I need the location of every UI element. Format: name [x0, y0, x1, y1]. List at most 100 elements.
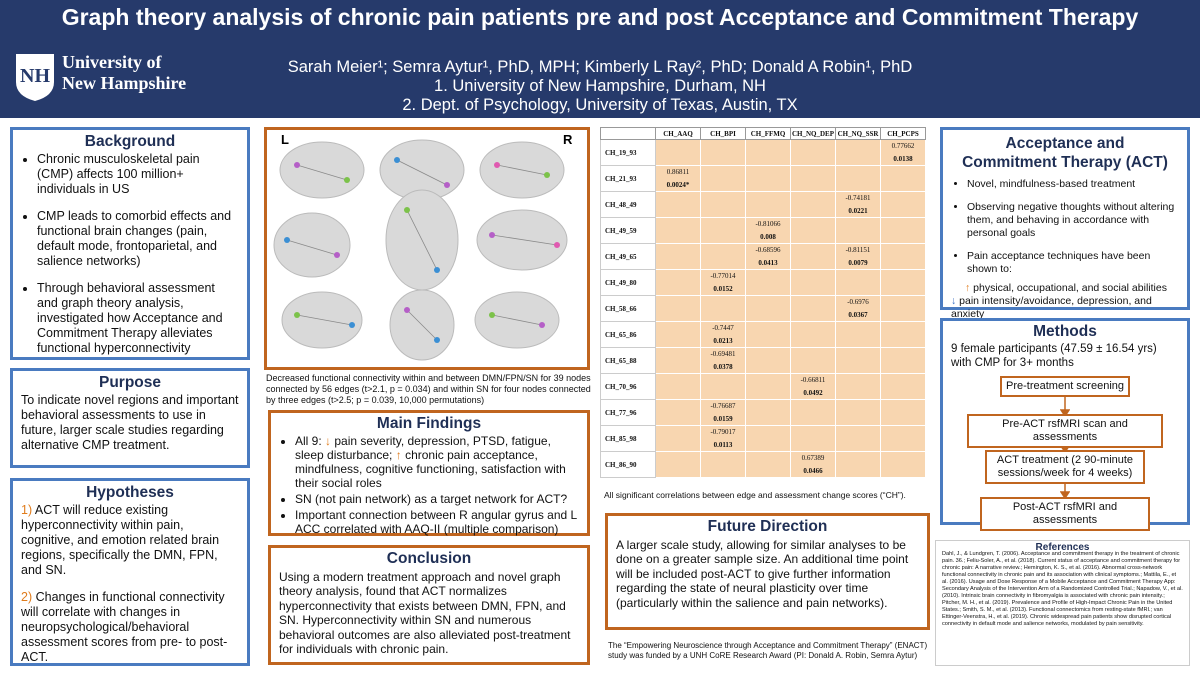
effect: ↑ physical, occupational, and social abi… [951, 282, 1179, 295]
title: Graph theory analysis of chronic pain pa… [61, 4, 1139, 30]
table-row: CH_49_59 -0.81066 0.008 [600, 217, 926, 244]
table-cell [655, 451, 701, 478]
table-cell [655, 269, 701, 296]
table-cell [655, 243, 701, 270]
column-header: CH_PCPS [880, 127, 926, 140]
r-value: -0.77014 [710, 272, 736, 280]
table-cell [880, 165, 926, 192]
table-cell [835, 165, 881, 192]
row-label: CH_77_96 [600, 399, 656, 426]
table-cell [790, 243, 836, 270]
table-cell [655, 217, 701, 244]
future-box: Future Direction A larger scale study, a… [605, 513, 930, 630]
table-cell: -0.7447 0.0213 [700, 321, 746, 348]
table-cell [745, 139, 791, 166]
table-cell [745, 295, 791, 322]
table-cell [655, 139, 701, 166]
table-cell: 0.67389 0.0466 [790, 451, 836, 478]
p-value: 0.0466 [803, 467, 823, 475]
header-row: CH_AAQ CH_BPI CH_FFMQ CH_NQ_DEP CH_NQ_SSR CH_… [600, 127, 926, 140]
r-value: 0.77662 [891, 142, 915, 150]
table-cell [880, 217, 926, 244]
row-label: CH_65_86 [600, 321, 656, 348]
p-value: 0.0152 [713, 285, 733, 293]
p-value: 0.0221 [848, 207, 868, 215]
background-box: Background Chronic musculoskeletal pain … [10, 127, 250, 360]
table-cell [880, 243, 926, 270]
bullet: Chronic musculoskeletal pain (CMP) affec… [37, 152, 239, 197]
hypotheses-box: Hypotheses 1) ACT will reduce existing h… [10, 478, 250, 666]
heading: Future Direction [707, 518, 828, 535]
references-box: References Dahl, J., & Lundgren, T. (200… [935, 540, 1190, 666]
r-value: 0.67389 [801, 454, 825, 462]
table-cell [655, 321, 701, 348]
r-value: -0.66811 [800, 376, 826, 384]
column-header: CH_AAQ [655, 127, 701, 140]
table-row: CH_77_96 -0.76687 0.0159 [600, 399, 926, 426]
table-cell [655, 295, 701, 322]
arrow: ↓ [325, 434, 332, 448]
r-value: -0.81066 [755, 220, 781, 228]
correlation-table: CH_AAQ CH_BPI CH_FFMQ CH_NQ_DEP CH_NQ_SSR CH_… [600, 127, 926, 478]
paragraph: To indicate novel regions and important … [21, 393, 239, 452]
heading: Hypotheses [86, 484, 174, 501]
logo-shield: NH [16, 54, 54, 101]
table-row: CH_85_98 -0.79017 0.0113 [600, 425, 926, 452]
authors: Sarah Meier¹; Semra Aytur¹, PhD, MPH; Ki… [200, 58, 1000, 115]
heading: Methods [1033, 323, 1097, 340]
purpose-box: Purpose To indicate novel regions and im… [10, 368, 250, 468]
affiliation: 2. Dept. of Psychology, University of Te… [402, 96, 798, 114]
table-cell [745, 347, 791, 374]
table-cell [790, 191, 836, 218]
header [0, 0, 1200, 118]
r-value: -0.69481 [710, 350, 736, 358]
table-cell: -0.74181 0.0221 [835, 191, 881, 218]
table-row: CH_49_80 -0.77014 0.0152 [600, 269, 926, 296]
table-cell [700, 217, 746, 244]
table-row: CH_65_88 -0.69481 0.0378 [600, 347, 926, 374]
table-row: CH_65_86 -0.7447 0.0213 [600, 321, 926, 348]
table-cell [835, 373, 881, 400]
table-row: CH_48_49 -0.74181 0.0221 [600, 191, 926, 218]
paragraph: Using a modern treatment approach and no… [279, 569, 571, 657]
table-cell [880, 451, 926, 478]
row-label: CH_86_90 [600, 451, 656, 478]
p-value: 0.008 [760, 233, 776, 241]
brain-figure: L R [273, 132, 573, 361]
table-row: CH_19_93 0.77662 0.0138 [600, 139, 926, 166]
table-cell [655, 373, 701, 400]
flow-step: Pre-treatment screening [1000, 376, 1130, 397]
table-cell [835, 451, 881, 478]
table-cell [790, 425, 836, 452]
table-cell [880, 425, 926, 452]
p-value: 0.0138 [893, 155, 913, 163]
row-label: CH_85_98 [600, 425, 656, 452]
r-value: 0.86811 [666, 168, 690, 176]
table-cell [655, 399, 701, 426]
row-label: CH_65_88 [600, 347, 656, 374]
p-value: 0.0213 [713, 337, 733, 345]
table-cell [835, 321, 881, 348]
heading: Main Findings [376, 415, 482, 432]
funding-note: The “Empowering Neuroscience through Acc… [608, 641, 928, 660]
text: Changes in functional connectivity will … [21, 590, 228, 664]
table-cell [655, 191, 701, 218]
table-cell: -0.79017 0.0113 [700, 425, 746, 452]
paragraph: A larger scale study, allowing for simil… [616, 537, 909, 610]
table-cell [790, 217, 836, 244]
text: chronic pain acceptance, mindfulness, co… [295, 448, 566, 490]
table-cell: -0.6976 0.0367 [835, 295, 881, 322]
figure-label: L [281, 132, 289, 147]
bullet: Novel, mindfulness-based treatment [967, 178, 1179, 191]
table-cell [745, 269, 791, 296]
r-value: -0.81151 [845, 246, 871, 254]
row-label: CH_49_80 [600, 269, 656, 296]
table-cell [880, 321, 926, 348]
p-value: 0.0024* [666, 181, 690, 189]
table-cell: -0.81066 0.008 [745, 217, 791, 244]
table-row: CH_21_93 0.86811 0.0024* [600, 165, 926, 192]
table-cell [745, 399, 791, 426]
paragraph: 9 female participants (47.59 ± 16.54 yrs… [951, 343, 1157, 369]
table-row: CH_86_90 0.67389 0.0466 [600, 451, 926, 478]
